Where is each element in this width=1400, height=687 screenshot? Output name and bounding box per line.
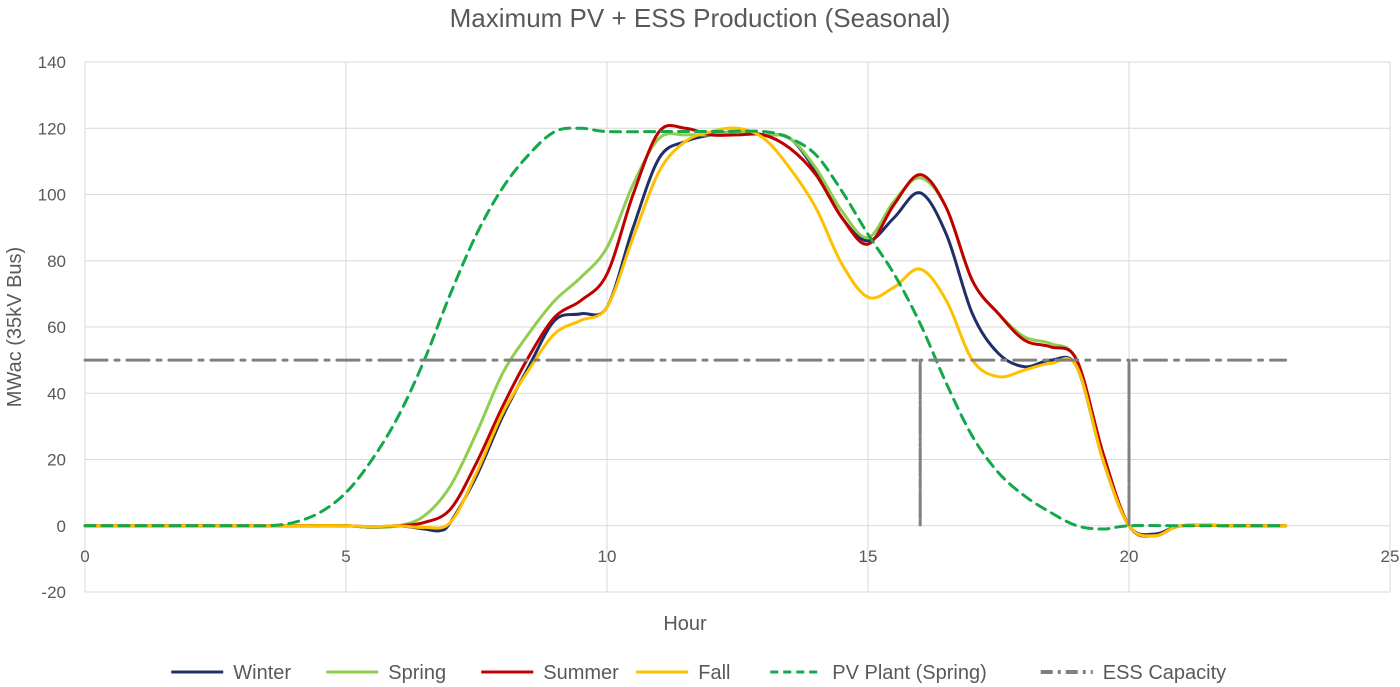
legend-label: Fall [698,662,730,684]
x-tick-label: 15 [859,547,878,566]
y-tick-label: -20 [41,583,66,602]
y-tick-label: 100 [38,186,66,205]
legend-item-summer: Summer [481,662,619,684]
x-tick-label: 10 [598,547,617,566]
series-line-spring [83,130,1288,538]
legend-item-pv-plant-spring: PV Plant (Spring) [770,662,987,684]
y-tick-label: 20 [47,451,66,470]
legend-label: Winter [233,662,291,684]
y-axis-label: MWac (35kV Bus) [4,247,26,407]
legend-label: Summer [543,662,619,684]
y-tick-label: 60 [47,318,66,337]
y-axis-ticks: -20 0 20 40 60 80 100 120 140 [38,53,66,602]
y-tick-label: 120 [38,119,66,138]
legend-item-fall: Fall [636,662,730,684]
y-tick-label: 140 [38,53,66,72]
y-tick-label: 40 [47,384,66,403]
legend-label: ESS Capacity [1103,662,1226,684]
legend-item-winter: Winter [171,662,291,684]
chart-title: Maximum PV + ESS Production (Seasonal) [450,3,951,33]
series-line-winter [83,130,1288,537]
x-tick-label: 0 [80,547,89,566]
x-axis-label: Hour [663,613,707,635]
series-line-pv-plant-spring [83,126,1288,531]
x-tick-label: 20 [1120,547,1139,566]
legend-label: Spring [388,662,446,684]
series-line-fall [83,126,1288,538]
series-lines [83,124,1288,538]
x-tick-label: 5 [341,547,350,566]
legend-label: PV Plant (Spring) [832,662,987,684]
x-tick-label: 25 [1381,547,1400,566]
gridlines [84,61,1391,593]
legend-item-ess-capacity: ESS Capacity [1040,662,1226,684]
series-line-summer [83,124,1288,538]
legend: Winter Spring Summer Fall PV Plant (Spring) E… [171,662,1226,684]
legend-item-spring: Spring [326,662,446,684]
y-tick-label: 0 [57,517,66,536]
y-tick-label: 80 [47,252,66,271]
x-axis-ticks: 0 5 10 15 20 25 [80,547,1399,566]
series-line-ess-capacity [83,358,1288,528]
